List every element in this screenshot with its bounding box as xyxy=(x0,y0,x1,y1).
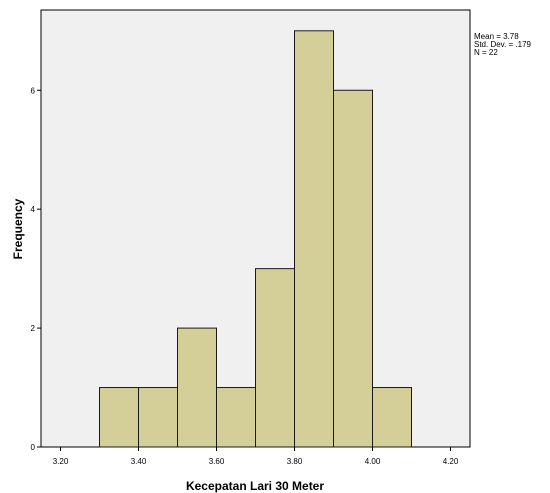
summary-statistics: Mean = 3.78 Std. Dev. = .179 N = 22 xyxy=(474,33,531,57)
x-tick-label: 3.60 xyxy=(209,457,225,466)
x-tick-label: 3.80 xyxy=(287,457,303,466)
stat-n: N = 22 xyxy=(474,48,498,57)
histogram-bar-4 xyxy=(216,387,256,448)
bars-group xyxy=(99,30,412,448)
y-tick-label: 4 xyxy=(31,205,36,214)
histogram-bar-3 xyxy=(177,327,217,448)
y-axis-title: Frequency xyxy=(11,198,25,259)
histogram-bar-5 xyxy=(255,268,295,448)
histogram-bar-7 xyxy=(333,89,373,448)
stat-mean: Mean = 3.78 xyxy=(474,32,519,41)
histogram-bar-8 xyxy=(372,387,412,448)
x-axis-title: Kecepatan Lari 30 Meter xyxy=(186,479,324,493)
x-axis: 3.20 3.40 3.60 3.80 4.00 4.20 xyxy=(53,447,459,466)
histogram-bar-6 xyxy=(294,30,334,448)
x-tick-label: 4.20 xyxy=(443,457,459,466)
histogram-bar-1 xyxy=(99,387,139,448)
y-axis: 0 2 4 6 xyxy=(31,86,41,452)
y-tick-label: 6 xyxy=(31,86,36,95)
stat-std-dev: Std. Dev. = .179 xyxy=(474,40,531,49)
x-tick-label: 3.40 xyxy=(131,457,147,466)
y-tick-label: 2 xyxy=(31,324,36,333)
x-tick-label: 4.00 xyxy=(365,457,381,466)
histogram-bar-2 xyxy=(138,387,178,448)
x-tick-label: 3.20 xyxy=(53,457,69,466)
y-tick-label: 0 xyxy=(31,443,36,452)
